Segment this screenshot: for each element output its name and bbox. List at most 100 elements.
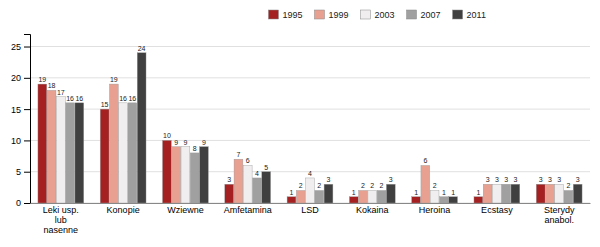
bar [421, 165, 430, 203]
bar [200, 147, 209, 203]
data-label: 19 [38, 76, 46, 83]
data-label: 16 [66, 95, 74, 102]
y-tick-label: 10 [11, 136, 21, 146]
y-tick-label: 20 [11, 73, 21, 83]
bar [38, 84, 47, 203]
data-label: 3 [486, 176, 490, 183]
bar [47, 90, 56, 203]
bar [172, 147, 181, 203]
bar [190, 153, 199, 203]
bar [546, 184, 555, 203]
data-label: 6 [246, 157, 250, 164]
bar [306, 178, 315, 203]
legend-label: 2003 [375, 10, 395, 20]
data-label: 3 [539, 176, 543, 183]
data-label: 2 [566, 182, 570, 189]
y-tick-label: 25 [11, 42, 21, 52]
x-tick-label: Konopie [107, 205, 140, 215]
legend-label: 1999 [328, 10, 348, 20]
bar [243, 165, 252, 203]
x-tick-label: Amfetamina [224, 205, 272, 215]
bar [234, 159, 243, 203]
y-tick-label: 0 [16, 198, 21, 208]
legend-swatch [314, 10, 324, 19]
bar [109, 84, 118, 203]
data-label: 24 [138, 45, 146, 52]
data-label: 15 [101, 101, 109, 108]
data-label: 10 [163, 132, 171, 139]
x-axis-line [31, 203, 591, 204]
data-label: 4 [308, 170, 312, 177]
bar [296, 190, 305, 203]
bar [555, 184, 564, 203]
y-tick-mark [24, 172, 30, 173]
data-label: 9 [174, 139, 178, 146]
data-label: 16 [75, 95, 83, 102]
x-tick-label: Wziewne [167, 205, 204, 215]
data-label: 17 [57, 89, 65, 96]
bar [511, 184, 520, 203]
y-tick: 0 [16, 198, 30, 208]
x-tick-label: Ecstasy [481, 205, 513, 215]
y-tick-mark [24, 140, 30, 141]
data-label: 6 [423, 157, 427, 164]
y-axis: 0 5 10 15 20 25 [11, 35, 31, 209]
data-label: 16 [128, 95, 136, 102]
legend: 19951999200320072011 [268, 10, 485, 20]
y-tick: 25 [11, 42, 30, 52]
bar [386, 184, 395, 203]
data-label: 2 [433, 182, 437, 189]
data-label: 9 [183, 139, 187, 146]
bar [56, 97, 65, 203]
y-axis-line [24, 35, 31, 204]
bar [502, 184, 511, 203]
x-tick: Konopie [107, 203, 140, 215]
x-tick: Ecstasy [481, 203, 513, 215]
data-label: 2 [370, 182, 374, 189]
data-label: 18 [48, 82, 56, 89]
x-tick-label: Heroina [419, 205, 451, 215]
data-label: 2 [317, 182, 321, 189]
data-label: 3 [504, 176, 508, 183]
data-label: 3 [513, 176, 517, 183]
bar [128, 103, 137, 203]
legend-swatch [361, 10, 371, 19]
bar [163, 140, 172, 203]
bar [66, 103, 75, 203]
legend-item: 1999 [314, 10, 348, 20]
y-tick-label: 15 [11, 104, 21, 114]
bar [181, 147, 190, 203]
y-tick: 5 [16, 167, 30, 177]
x-axis: Leki usp.lubnasenneKonopieWziewneAmfetam… [31, 203, 591, 235]
bar [75, 103, 84, 203]
x-tick: LSD [301, 203, 319, 215]
legend-swatch [268, 10, 278, 19]
bar [439, 197, 448, 203]
bar [430, 190, 439, 203]
legend-item: 1995 [268, 10, 302, 20]
x-tick: Amfetamina [224, 203, 272, 215]
legend-item: 2011 [453, 10, 486, 20]
bar [536, 184, 545, 203]
bar [412, 197, 421, 203]
y-tick-mark [24, 47, 30, 48]
y-tick-label: 5 [16, 167, 21, 177]
data-label: 1 [451, 189, 455, 196]
data-label: 3 [227, 176, 231, 183]
legend-swatch [453, 10, 463, 19]
x-tick: Wziewne [167, 203, 204, 215]
data-label: 4 [255, 170, 259, 177]
data-label: 5 [264, 164, 268, 171]
data-label: 3 [548, 176, 552, 183]
bar [225, 184, 234, 203]
y-tick: 10 [11, 136, 30, 146]
data-label: 9 [202, 139, 206, 146]
data-label: 1 [414, 189, 418, 196]
bar [324, 184, 333, 203]
bar [377, 190, 386, 203]
x-tick: Kokaina [356, 203, 389, 215]
bar [474, 197, 483, 203]
legend-label: 2011 [467, 10, 486, 20]
data-label: 1 [290, 189, 294, 196]
bar [359, 190, 368, 203]
